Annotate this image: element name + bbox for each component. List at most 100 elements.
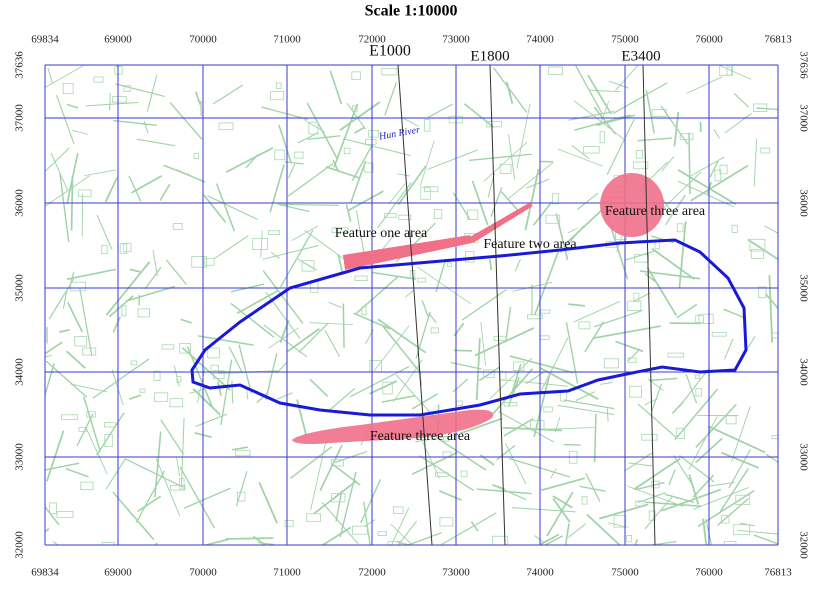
map-feature [669,470,675,486]
map-feature [507,163,553,200]
map-block [295,152,303,158]
map-block [759,287,766,298]
map-block [276,83,281,88]
map-block [140,389,145,392]
map-feature [226,538,274,539]
map-feature [720,66,751,80]
map-block [104,423,115,427]
map-feature [567,322,578,383]
x-coordinate-label: 69834 [31,567,59,579]
x-coordinate-label: 69834 [31,34,59,46]
y-coordinate-label: 33000 [797,443,809,471]
map-block [208,348,220,358]
map-block [382,68,397,75]
map-feature [177,170,205,182]
map-feature [408,533,442,545]
map-feature [480,455,494,465]
x-coordinate-label: 69000 [104,34,132,46]
map-feature [232,447,248,450]
map-block [378,532,386,536]
section-label: E1800 [470,48,509,64]
map-feature [568,523,586,537]
map-feature [258,543,274,545]
x-coordinate-label: 76000 [695,34,723,46]
map-feature [398,174,410,176]
y-coordinate-label: 36000 [797,189,809,217]
map-feature [277,393,293,399]
map-feature [23,342,63,369]
map-feature [281,230,313,287]
map-feature [766,454,823,491]
map-block [124,243,132,251]
map-block [540,336,549,340]
feature-label: Feature three area [370,429,471,444]
map-block [772,436,783,439]
map-feature [326,167,360,178]
map-feature [451,362,482,369]
map-feature [689,157,725,177]
map-feature [198,336,253,345]
map-feature [59,330,69,332]
map-block [311,282,318,293]
map-feature [196,92,201,105]
map-feature [754,139,756,187]
map-feature [66,469,89,477]
map-feature [105,178,117,202]
y-coordinate-label: 33000 [14,443,26,471]
map-block [418,278,426,282]
map-feature [84,397,101,452]
map-block [138,309,149,317]
map-block [71,282,86,291]
map-block [584,147,600,153]
map-block [696,389,702,396]
map-feature [412,453,457,475]
map-feature [422,300,429,318]
map-feature [428,104,453,117]
map-feature [351,161,366,203]
map-block [500,164,511,173]
map-feature [535,251,559,315]
y-coordinate-label: 35000 [797,274,809,302]
map-feature [144,121,148,133]
map-feature [577,193,598,209]
map-block [629,386,641,397]
map-feature [686,77,722,94]
map-feature [398,166,425,205]
map-block [112,97,126,102]
map-block [369,131,379,137]
map-block [696,316,704,323]
map-feature [49,279,73,319]
map-feature [677,304,697,318]
x-coordinate-label: 72000 [358,34,386,46]
feature-label: Feature three area [605,204,706,219]
map-block [79,190,91,197]
map-block [285,520,293,526]
map-feature [299,323,328,352]
map-feature [304,120,325,132]
map-feature [231,303,274,337]
x-coordinate-label: 76813 [764,34,792,46]
map-feature [340,102,380,130]
map-block [668,353,684,357]
map-block [604,359,618,368]
map-feature [48,68,52,83]
map-feature [378,319,426,352]
map-feature [329,388,355,410]
map-feature [534,202,552,225]
map-feature [232,380,233,403]
map-feature [308,136,341,140]
y-coordinate-label: 35000 [14,274,26,302]
map-feature [572,145,590,159]
map-feature [661,490,720,511]
map-feature [174,366,179,387]
map-feature [501,192,517,210]
map-feature [97,413,125,456]
map-feature [662,156,674,171]
map-feature [343,139,411,156]
map-feature [721,453,759,468]
map-feature [348,191,384,211]
map-feature [600,383,612,385]
map-feature [613,83,667,114]
map-feature [714,129,720,138]
map-feature [439,491,461,500]
